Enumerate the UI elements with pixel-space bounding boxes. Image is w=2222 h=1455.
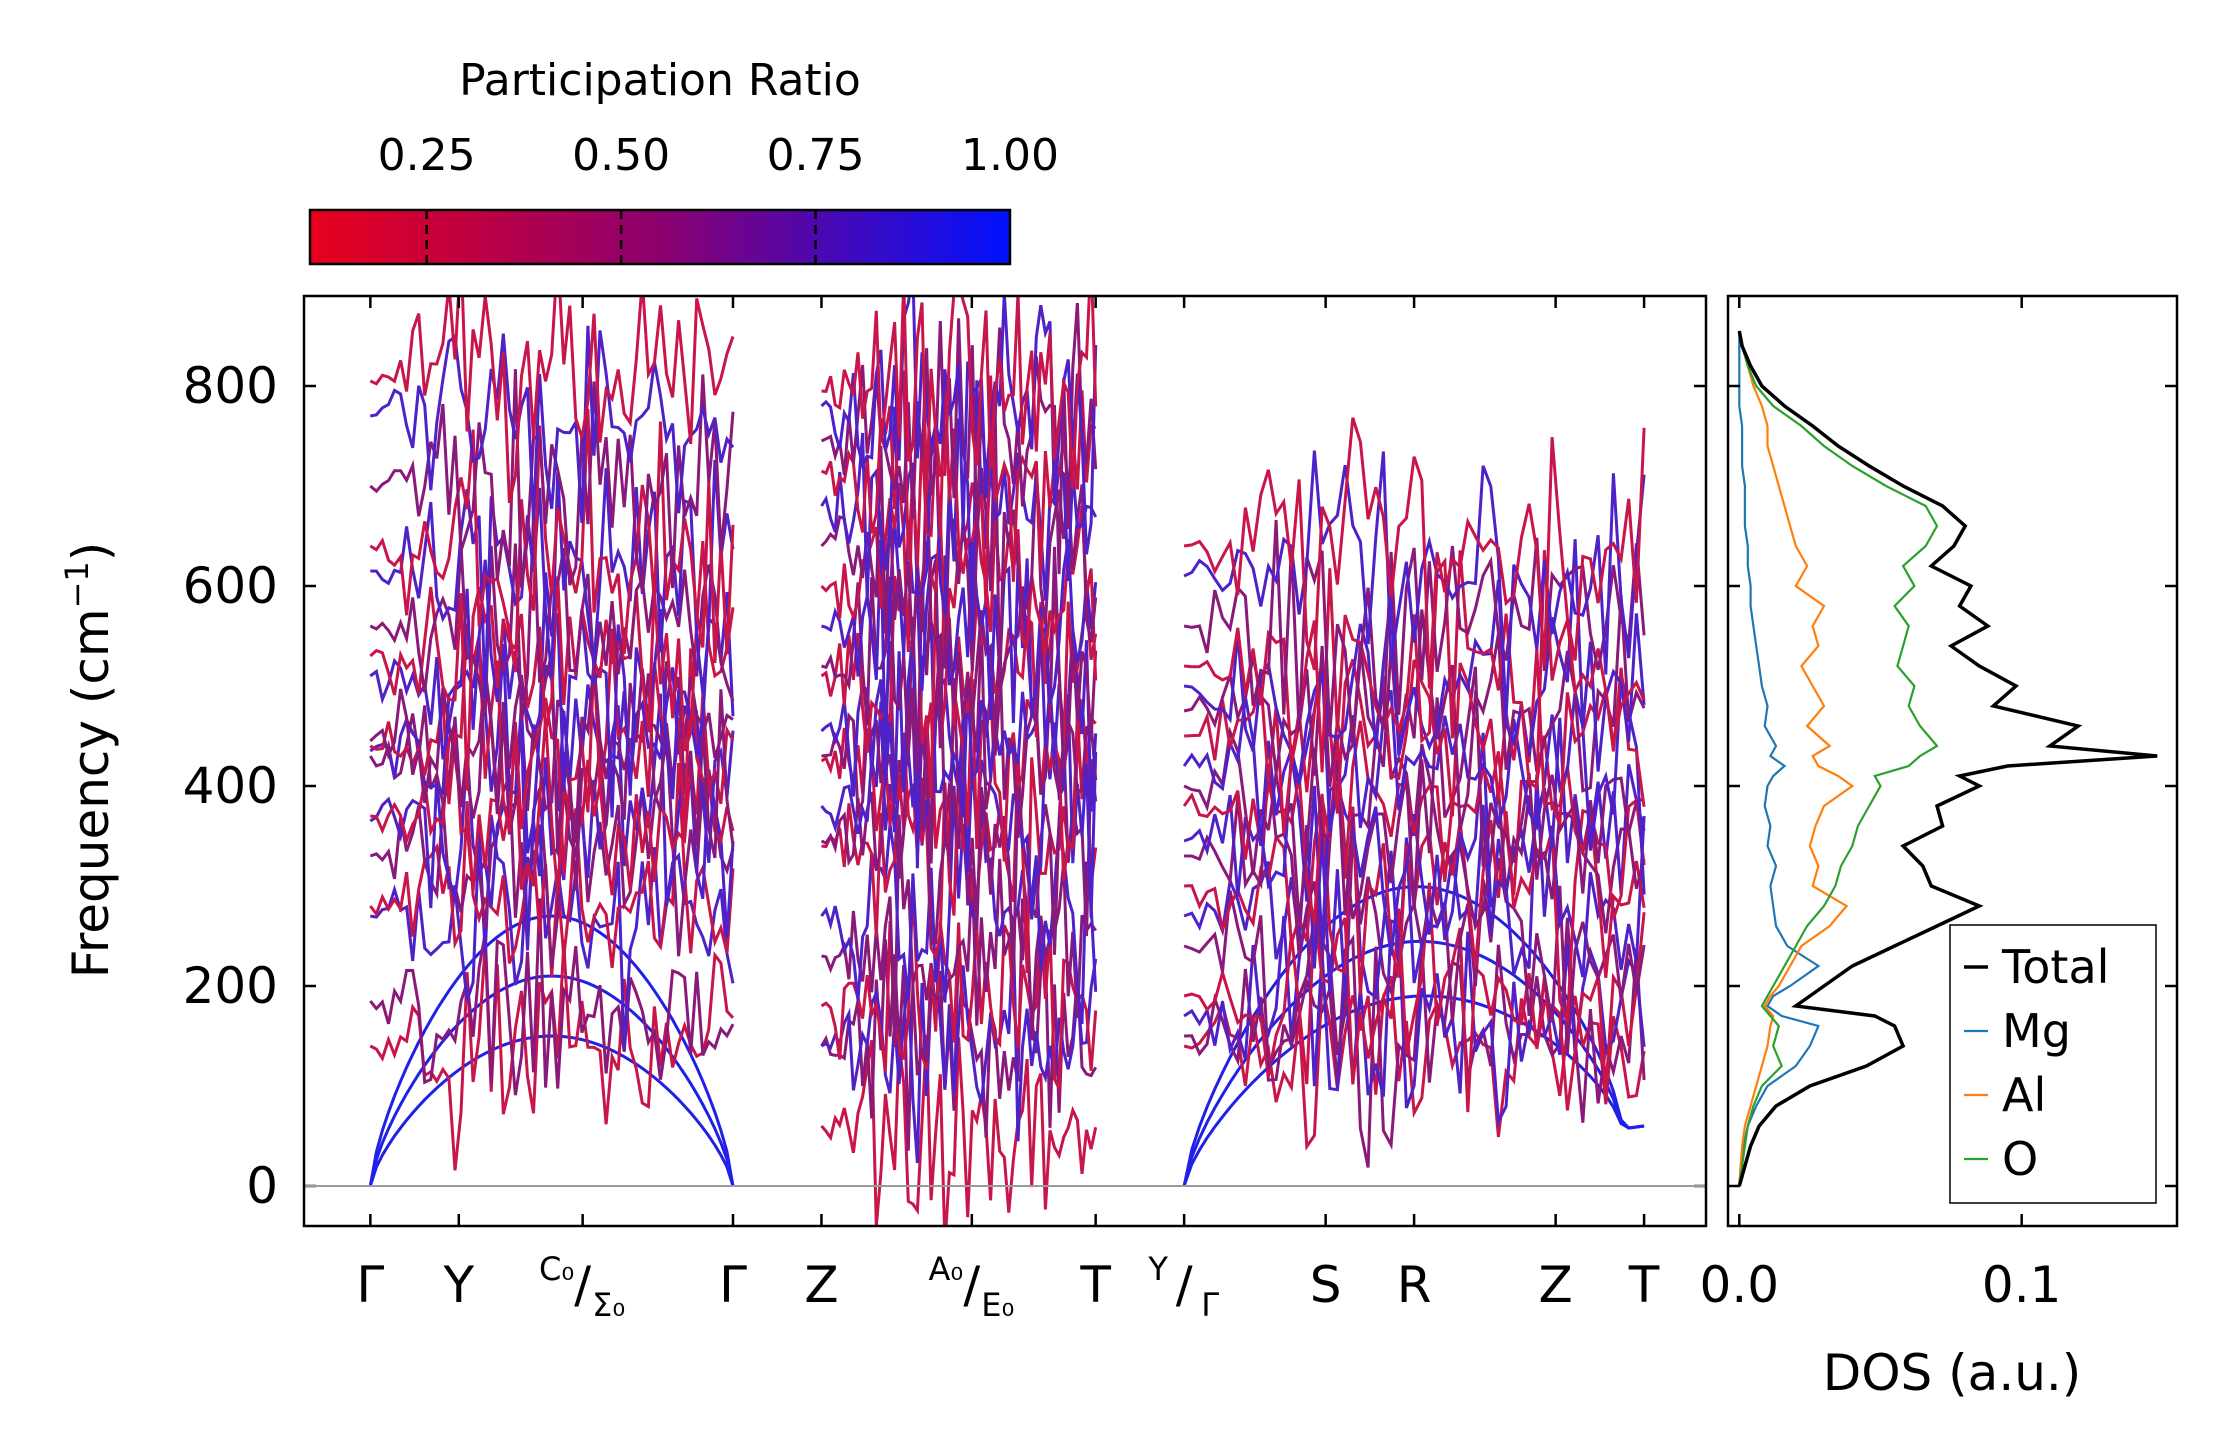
legend-label: Total: [2001, 940, 2109, 994]
x-tick-label: C₀ / Σ₀: [539, 1250, 625, 1324]
x-tick-label: S: [1310, 1256, 1342, 1314]
x-tick-label: Γ: [356, 1256, 384, 1314]
colorbar-title: Participation Ratio: [459, 55, 861, 106]
colorbar-tick-label: 0.50: [572, 130, 670, 181]
band-line: [821, 296, 1098, 495]
band-line: [1183, 666, 1645, 922]
legend-label: Mg: [2002, 1004, 2071, 1058]
legend-box: [1949, 924, 2157, 1204]
band-lines: [368, 296, 1646, 1226]
x-tick-label: R: [1397, 1256, 1432, 1314]
band-line: [1182, 994, 1645, 1187]
dos-x-tick-label: 0.0: [1700, 1256, 1780, 1314]
band-line: [369, 296, 735, 504]
band-line: [820, 927, 1098, 1164]
x-tick-label-text: R: [1397, 1256, 1432, 1314]
y-tick-label: 200: [183, 957, 278, 1015]
x-tick-label-top: Y: [1147, 1250, 1168, 1288]
x-tick-label: Z: [804, 1256, 838, 1314]
band-line: [820, 406, 1098, 689]
x-tick-label: Y / Γ: [1147, 1250, 1219, 1324]
dos-axes: 0.0 0.1: [1700, 296, 2177, 1314]
x-tick-label: T: [1628, 1256, 1660, 1314]
band-line: [821, 546, 1098, 773]
band-line: [820, 296, 1098, 555]
band-line: [1183, 882, 1646, 1113]
y-axis-label: Frequency (cm−1): [58, 542, 120, 979]
y-tick-label: 400: [183, 757, 278, 815]
x-tick-label-text: Z: [1538, 1256, 1572, 1314]
x-tick-label-top: C₀: [539, 1250, 574, 1288]
x-tick-label-top: A₀: [928, 1250, 963, 1288]
band-line: [370, 459, 735, 699]
x-tick-label-text: Z: [804, 1256, 838, 1314]
y-tick-label: 0: [246, 1157, 278, 1215]
dos-line-total: [1737, 330, 2158, 1187]
colorbar-ticks: 0.25 0.50 0.75 1.00: [378, 130, 1059, 264]
band-line: [369, 693, 735, 951]
colorbar-tick-label: 0.75: [767, 130, 865, 181]
band-line: [368, 1034, 735, 1187]
legend-label: O: [2002, 1132, 2038, 1186]
band-line: [1183, 417, 1646, 689]
x-tick-label-bottom: Γ: [1201, 1286, 1219, 1324]
x-tick-label-text: Y: [443, 1256, 475, 1314]
band-line: [820, 302, 1098, 575]
x-axis-label-dos: DOS (a.u.): [1823, 1344, 2082, 1402]
band-line: [820, 575, 1098, 798]
dos-line-o: [1738, 330, 1939, 1187]
legend-label: Al: [2002, 1068, 2046, 1122]
band-line: [1184, 743, 1646, 961]
colorbar: Participation Ratio 0.25 0.50 0.75 1.00: [308, 55, 1059, 266]
dos-panel: 0.0 0.1 DOS (a.u.) Total Mg Al O: [1700, 294, 2179, 1402]
x-tick-label: A₀ / E₀: [928, 1250, 1014, 1324]
band-line: [369, 898, 735, 1096]
dos-line-mg: [1738, 331, 1821, 1187]
x-tick-label-text: T: [1079, 1256, 1111, 1314]
band-line: [1182, 659, 1646, 895]
x-tick-label-slash: /: [1176, 1256, 1193, 1314]
y-tick-label: 600: [183, 557, 278, 615]
colorbar-gradient: [308, 208, 1012, 266]
x-tick-label: T: [1079, 1256, 1111, 1314]
band-line: [820, 785, 1098, 1025]
x-tick-label-text: T: [1628, 1256, 1660, 1314]
band-line: [1183, 450, 1646, 717]
x-tick-label-text: Γ: [719, 1256, 747, 1314]
band-line: [369, 540, 735, 791]
dos-x-tick-label: 0.1: [1982, 1256, 2062, 1314]
y-tick-label: 800: [183, 357, 278, 415]
x-tick-label-bottom: E₀: [981, 1286, 1014, 1324]
band-line: [369, 369, 735, 592]
band-line: [1184, 917, 1646, 1168]
dos-lines: [1737, 330, 2158, 1187]
x-tick-label: Y: [443, 1256, 475, 1314]
band-frame: [302, 294, 1708, 1228]
band-line: [369, 763, 735, 977]
x-tick-label-bottom: Σ₀: [592, 1286, 625, 1324]
dos-frame: [1726, 294, 2179, 1228]
x-tick-label: Z: [1538, 1256, 1572, 1314]
x-tick-label-slash: /: [574, 1256, 591, 1314]
dos-legend: Total Mg Al O: [1949, 924, 2157, 1204]
colorbar-tick-label: 1.00: [961, 130, 1059, 181]
x-tick-label-text: Γ: [356, 1256, 384, 1314]
band-line: [370, 325, 735, 523]
x-tick-label: Γ: [719, 1256, 747, 1314]
x-tick-label-slash: /: [963, 1256, 980, 1314]
x-tick-label-text: S: [1310, 1256, 1342, 1314]
band-line: [368, 914, 735, 1187]
dos-line-al: [1738, 330, 1855, 1187]
band-line: [370, 693, 735, 896]
colorbar-tick-label: 0.25: [378, 130, 476, 181]
band-line: [369, 943, 735, 1171]
